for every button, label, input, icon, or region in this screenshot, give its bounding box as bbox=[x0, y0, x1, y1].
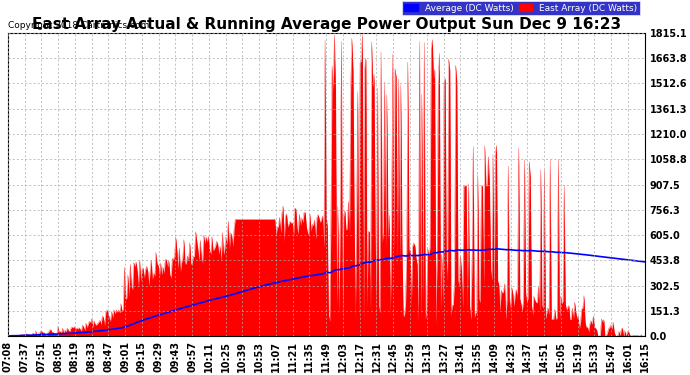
Title: East Array Actual & Running Average Power Output Sun Dec 9 16:23: East Array Actual & Running Average Powe… bbox=[32, 17, 621, 32]
Legend: Average (DC Watts), East Array (DC Watts): Average (DC Watts), East Array (DC Watts… bbox=[402, 1, 640, 15]
Text: Copyright 2018 Cartronics.com: Copyright 2018 Cartronics.com bbox=[8, 21, 149, 30]
